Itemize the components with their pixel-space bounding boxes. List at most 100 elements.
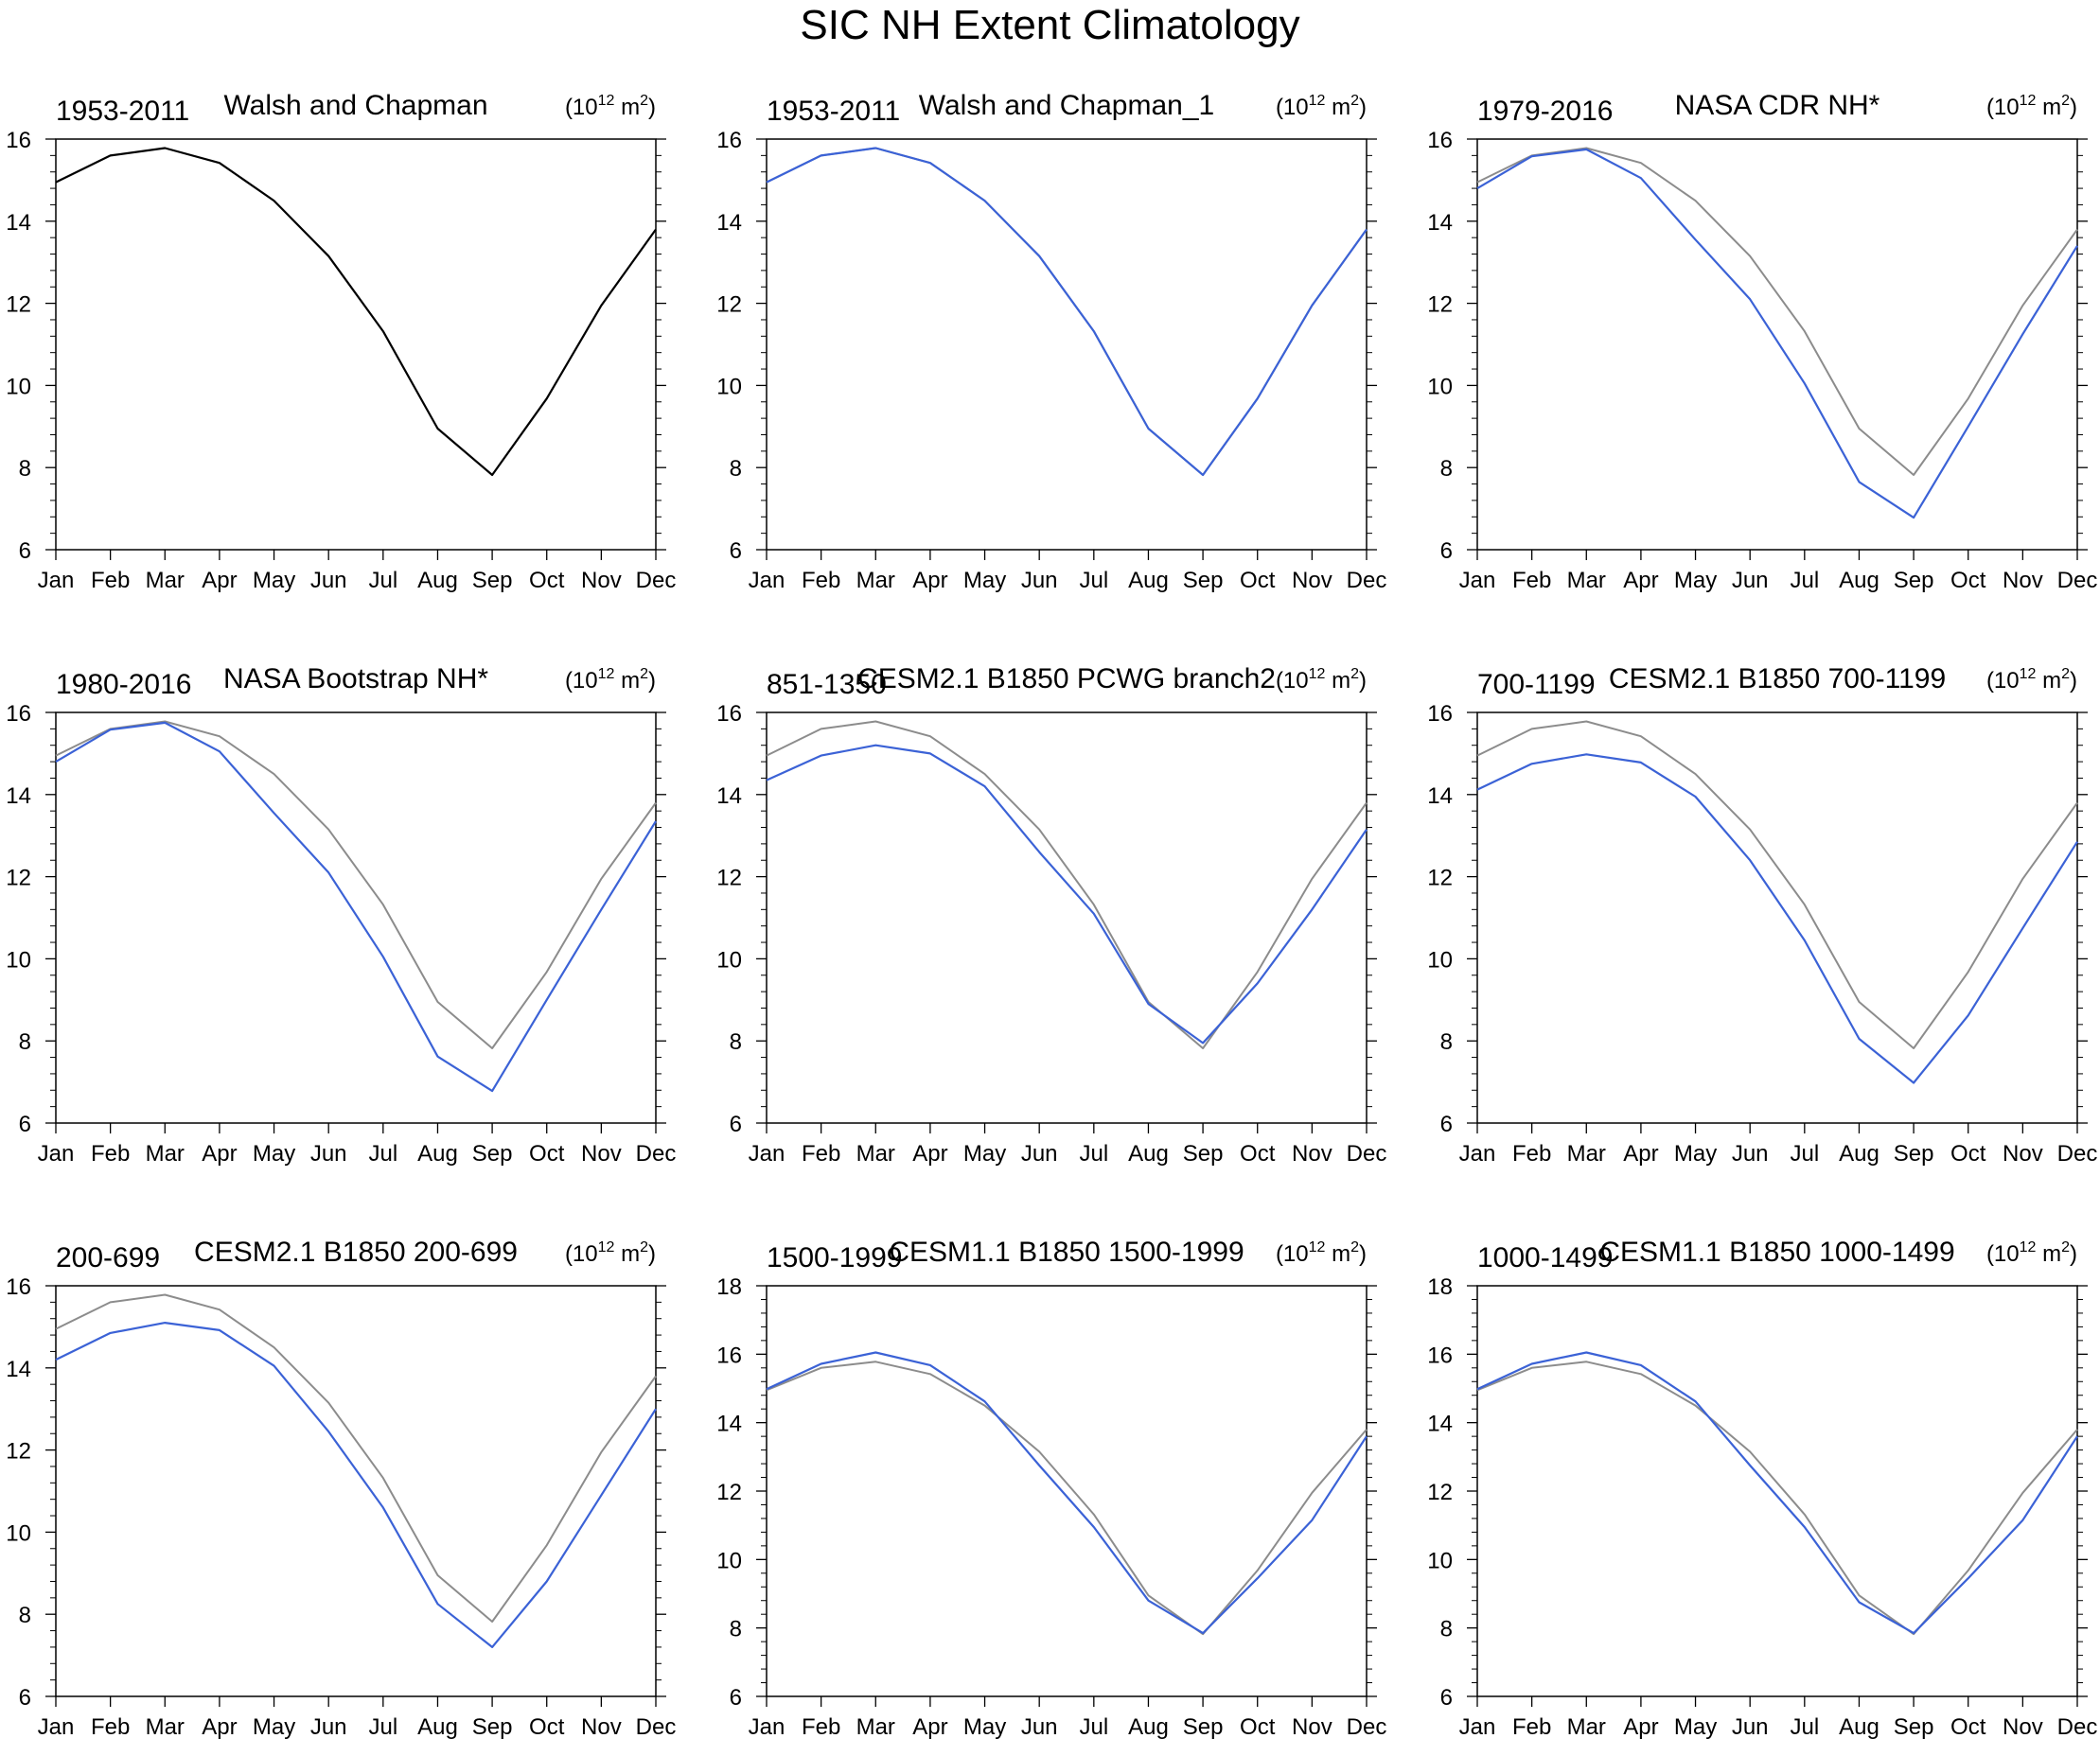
y-tick-label: 18: [1427, 1274, 1453, 1300]
y-tick-label: 16: [6, 1274, 31, 1300]
panel-title: CESM2.1 B1850 200-699: [194, 1237, 518, 1268]
plot-frame: [55, 711, 657, 1124]
y-tick-label: 12: [6, 1439, 31, 1465]
x-tick-label: Mar: [1567, 1141, 1606, 1167]
y-tick-label: 12: [1427, 866, 1453, 891]
panel-6: 700-1199 CESM2.1 B1850 700-1199 (1012 m2) 6…: [1427, 663, 2097, 1167]
y-tick-label: 18: [716, 1274, 742, 1300]
y-tick-label: 16: [716, 701, 742, 727]
x-tick-label: Jul: [1079, 1141, 1108, 1167]
series-line-model: [55, 721, 657, 1093]
x-tick-label: Aug: [1839, 1714, 1879, 1740]
series-line-model: [55, 147, 657, 477]
x-tick-label: Mar: [1567, 1714, 1606, 1740]
x-tick-label: Oct: [1950, 1141, 1986, 1167]
x-tick-label: Aug: [1128, 1714, 1169, 1740]
series-line-model: [766, 147, 1368, 477]
y-tick-label: 6: [730, 538, 742, 564]
x-tick-label: Dec: [636, 1714, 677, 1740]
x-tick-label: Apr: [912, 1141, 947, 1167]
x-tick-label: Sep: [472, 1714, 513, 1740]
x-tick-label: Sep: [1894, 1141, 1934, 1167]
plot-frame: [766, 1285, 1368, 1697]
x-tick-label: Jan: [749, 1714, 785, 1740]
y-tick-label: 10: [6, 374, 31, 399]
x-tick-label: Aug: [1839, 568, 1879, 593]
x-tick-label: Sep: [472, 1141, 513, 1167]
x-tick-label: Jan: [38, 568, 75, 593]
y-tick-label: 6: [730, 1685, 742, 1711]
panel-title: NASA CDR NH*: [1675, 90, 1880, 121]
x-tick-label: Dec: [2057, 568, 2098, 593]
y-tick-label: 12: [6, 292, 31, 318]
x-tick-label: Sep: [472, 568, 513, 593]
x-tick-label: Apr: [1623, 568, 1658, 593]
x-tick-label: Dec: [2057, 1714, 2098, 1740]
x-tick-label: Aug: [417, 1714, 458, 1740]
x-tick-label: Oct: [529, 1141, 565, 1167]
panel-title: Walsh and Chapman: [223, 90, 487, 121]
x-tick-label: Jan: [1459, 568, 1496, 593]
x-tick-label: Apr: [202, 1141, 237, 1167]
x-tick-label: May: [253, 1141, 295, 1167]
x-tick-label: Dec: [636, 568, 677, 593]
series-line-model: [766, 1351, 1368, 1635]
y-tick-label: 6: [1440, 538, 1453, 564]
x-tick-label: Feb: [802, 1141, 840, 1167]
x-tick-label: May: [253, 1714, 295, 1740]
panel-title: CESM2.1 B1850 700-1199: [1609, 663, 1946, 694]
x-tick-label: Mar: [1567, 568, 1606, 593]
series-line-reference: [1476, 720, 2078, 1049]
x-tick-label: Sep: [1894, 1714, 1934, 1740]
y-tick-label: 10: [716, 1548, 742, 1573]
y-tick-label: 16: [1427, 128, 1453, 153]
y-tick-label: 12: [716, 866, 742, 891]
units-label: (1012 m2): [1276, 1239, 1367, 1267]
y-tick-label: 8: [19, 1029, 31, 1055]
panel-period-label: 700-1199: [1477, 669, 1596, 700]
y-tick-label: 10: [1427, 947, 1453, 973]
x-tick-label: Apr: [912, 568, 947, 593]
x-tick-label: Mar: [856, 568, 895, 593]
x-tick-label: Jun: [1021, 1714, 1058, 1740]
x-tick-label: Jun: [1732, 1714, 1769, 1740]
x-tick-label: Apr: [202, 568, 237, 593]
x-tick-label: Sep: [1894, 568, 1934, 593]
x-tick-label: Jun: [1021, 568, 1058, 593]
panel-period-label: 1979-2016: [1477, 96, 1613, 127]
series-line-model: [766, 744, 1368, 1045]
units-label: (1012 m2): [565, 1239, 656, 1267]
x-tick-label: Jan: [749, 568, 785, 593]
plot-frame: [766, 711, 1368, 1124]
x-tick-label: Jan: [1459, 1141, 1496, 1167]
x-tick-label: Aug: [417, 568, 458, 593]
x-tick-label: Oct: [529, 568, 565, 593]
y-tick-label: 14: [6, 210, 31, 236]
panel-title: CESM2.1 B1850 PCWG branch2: [857, 663, 1276, 694]
series-line-model: [1476, 1351, 2078, 1635]
y-tick-label: 14: [6, 1357, 31, 1382]
x-tick-label: Feb: [91, 1141, 130, 1167]
y-tick-label: 6: [19, 1112, 31, 1137]
x-tick-label: Jun: [1732, 568, 1769, 593]
panel-period-label: 1953-2011: [56, 96, 189, 127]
panel-4: 1980-2016 NASA Bootstrap NH* (1012 m2) 6 8 10…: [6, 663, 676, 1167]
y-tick-label: 10: [716, 947, 742, 973]
x-tick-label: Jul: [1790, 1141, 1819, 1167]
y-tick-label: 16: [1427, 1343, 1453, 1368]
x-tick-label: Oct: [1240, 568, 1276, 593]
plot-frame: [1476, 138, 2078, 551]
y-tick-label: 8: [1440, 456, 1453, 482]
x-tick-label: May: [253, 568, 295, 593]
x-tick-label: Apr: [912, 1714, 947, 1740]
panel-period-label: 1953-2011: [767, 96, 900, 127]
y-tick-label: 14: [716, 1412, 742, 1437]
panel-title: Walsh and Chapman_1: [919, 90, 1214, 121]
units-label: (1012 m2): [1276, 93, 1367, 120]
x-tick-label: Oct: [1240, 1141, 1276, 1167]
units-label: (1012 m2): [565, 93, 656, 120]
x-tick-label: Aug: [1128, 1141, 1169, 1167]
